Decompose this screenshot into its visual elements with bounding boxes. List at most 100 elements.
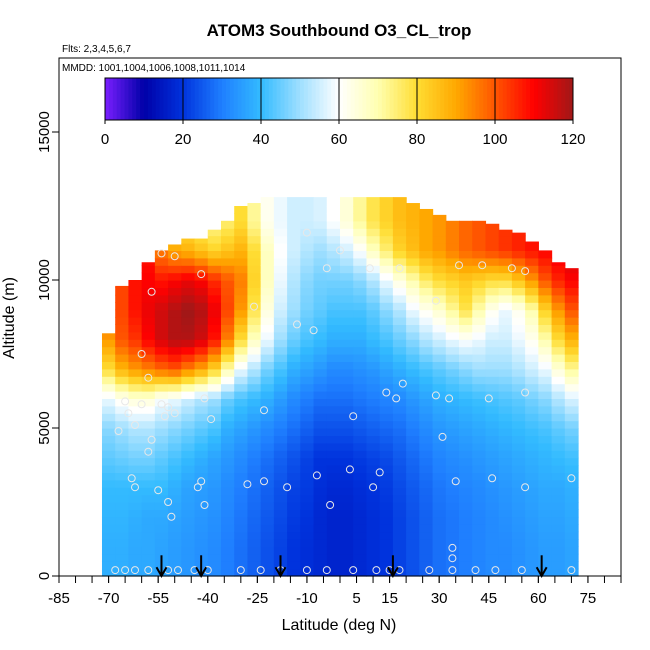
heatmap-cell <box>485 324 500 333</box>
heatmap-cell <box>340 257 354 266</box>
heatmap-cell <box>432 265 447 274</box>
heatmap-cell <box>392 442 407 451</box>
observation-point <box>521 483 530 492</box>
heatmap-cell <box>115 368 130 377</box>
heatmap-cell <box>432 287 447 296</box>
heatmap-cell <box>326 354 341 362</box>
heatmap-cell <box>326 213 341 222</box>
colorbar-segment <box>194 78 200 120</box>
heatmap-cell <box>194 457 209 466</box>
heatmap-cell <box>445 368 460 377</box>
heatmap-cell <box>498 539 513 547</box>
heatmap-cell <box>313 346 328 355</box>
heatmap-cell <box>419 309 434 318</box>
heatmap-cell <box>419 472 434 481</box>
heatmap-cell <box>141 391 156 399</box>
heatmap-cell <box>287 539 301 547</box>
heatmap-cell <box>181 531 196 540</box>
heatmap-cell <box>313 257 328 266</box>
heatmap-cell <box>485 346 500 355</box>
heatmap-cell <box>366 368 381 377</box>
heatmap-cell <box>287 457 301 466</box>
heatmap-cell <box>366 213 381 222</box>
observation-point <box>137 350 146 358</box>
heatmap-cell <box>194 302 209 311</box>
heatmap-cell <box>459 391 473 399</box>
heatmap-cell <box>419 553 434 562</box>
heatmap-field <box>101 197 579 577</box>
heatmap-cell <box>128 339 143 348</box>
heatmap-cell <box>128 361 143 370</box>
heatmap-cell <box>340 339 354 348</box>
heatmap-cell <box>287 280 301 288</box>
colorbar-segment <box>456 78 461 120</box>
heatmap-cell <box>247 383 262 392</box>
heatmap-cell <box>260 398 275 407</box>
colorbar-segment <box>323 78 328 120</box>
heatmap-cell <box>432 487 447 496</box>
heatmap-cell <box>340 494 354 503</box>
heatmap-cell <box>525 287 539 296</box>
heatmap-cell <box>498 257 513 266</box>
heatmap-cell <box>207 383 222 392</box>
heatmap-cell <box>207 413 222 422</box>
heatmap-cell <box>154 361 169 370</box>
heatmap-cell <box>498 229 513 237</box>
heatmap-cell <box>432 368 447 377</box>
heatmap-cell <box>392 502 407 510</box>
heatmap-cell <box>313 465 328 473</box>
heatmap-cell <box>551 494 566 503</box>
heatmap-cell <box>419 516 434 525</box>
heatmap-cell <box>234 287 249 296</box>
heatmap-cell <box>525 317 539 325</box>
heatmap-cell <box>260 442 275 451</box>
heatmap-cell <box>379 479 394 488</box>
heatmap-cell <box>220 494 235 503</box>
observation-point <box>395 264 404 273</box>
heatmap-cell <box>472 398 487 407</box>
heatmap-cell <box>551 420 566 429</box>
heatmap-cell <box>511 280 526 288</box>
heatmap-cell <box>141 405 156 414</box>
heatmap-cell <box>485 435 500 444</box>
x-tick-label: 15 <box>381 590 398 607</box>
heatmap-cell <box>406 435 420 444</box>
heatmap-cell <box>234 487 249 496</box>
heatmap-cell <box>207 450 222 459</box>
heatmap-cell <box>300 509 315 518</box>
heatmap-cell <box>472 516 487 525</box>
heatmap-cell <box>366 494 381 503</box>
heatmap-cell <box>432 553 447 562</box>
heatmap-cell <box>379 317 394 325</box>
colorbar-segment <box>296 78 301 120</box>
heatmap-cell <box>181 539 196 547</box>
heatmap-cell <box>511 235 526 244</box>
heatmap-cell <box>273 539 288 547</box>
heatmap-cell <box>260 294 275 303</box>
colorbar-segment <box>444 78 449 120</box>
heatmap-cell <box>432 317 447 325</box>
heatmap-cell <box>366 339 381 348</box>
heatmap-cell <box>300 531 315 540</box>
heatmap-cell <box>485 272 500 281</box>
heatmap-cell <box>406 457 420 466</box>
heatmap-cell <box>220 561 235 570</box>
heatmap-cell <box>181 280 196 288</box>
heatmap-cell <box>220 398 235 407</box>
heatmap-cell <box>432 465 447 473</box>
colorbar-segment <box>264 78 270 120</box>
heatmap-cell <box>459 405 473 414</box>
heatmap-cell <box>273 546 288 555</box>
heatmap-cell <box>432 220 447 229</box>
heatmap-cell <box>432 494 447 503</box>
heatmap-cell <box>353 531 368 540</box>
heatmap-cell <box>128 294 143 303</box>
heatmap-cell <box>564 546 579 555</box>
heatmap-cell <box>472 324 487 333</box>
observation-point <box>147 435 156 444</box>
heatmap-cell <box>115 294 130 303</box>
heatmap-cell <box>220 287 235 296</box>
heatmap-cell <box>498 561 513 570</box>
heatmap-cell <box>115 546 130 555</box>
heatmap-cell <box>551 546 566 555</box>
